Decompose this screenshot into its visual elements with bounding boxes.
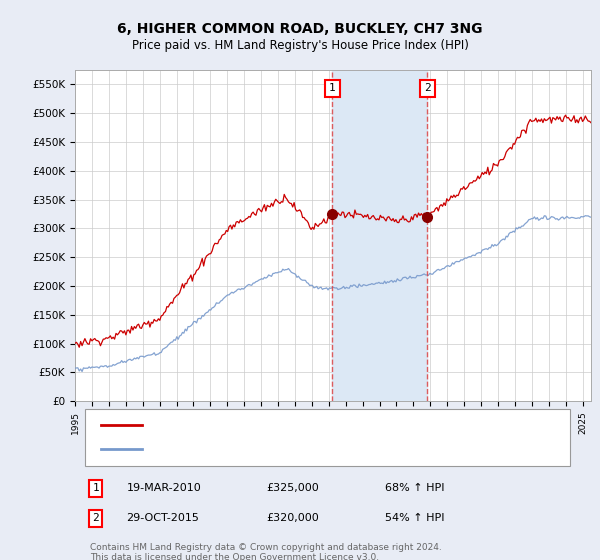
- Text: £320,000: £320,000: [266, 514, 319, 524]
- Text: 54% ↑ HPI: 54% ↑ HPI: [385, 514, 444, 524]
- Text: 6, HIGHER COMMON ROAD, BUCKLEY, CH7 3NG: 6, HIGHER COMMON ROAD, BUCKLEY, CH7 3NG: [117, 22, 483, 36]
- Text: 1: 1: [92, 483, 99, 493]
- Text: 6, HIGHER COMMON ROAD, BUCKLEY, CH7 3NG (detached house): 6, HIGHER COMMON ROAD, BUCKLEY, CH7 3NG …: [152, 421, 495, 430]
- FancyBboxPatch shape: [85, 409, 571, 466]
- Text: Price paid vs. HM Land Registry's House Price Index (HPI): Price paid vs. HM Land Registry's House …: [131, 39, 469, 52]
- Text: 68% ↑ HPI: 68% ↑ HPI: [385, 483, 444, 493]
- Text: 1: 1: [329, 83, 336, 94]
- Bar: [332, 70, 427, 401]
- Text: 29-OCT-2015: 29-OCT-2015: [127, 514, 199, 524]
- Text: HPI: Average price, detached house, Flintshire: HPI: Average price, detached house, Flin…: [152, 444, 394, 454]
- Text: 2: 2: [92, 514, 99, 524]
- Text: £325,000: £325,000: [266, 483, 319, 493]
- Text: Contains HM Land Registry data © Crown copyright and database right 2024.
This d: Contains HM Land Registry data © Crown c…: [91, 543, 442, 560]
- Text: 2: 2: [424, 83, 431, 94]
- Text: 19-MAR-2010: 19-MAR-2010: [127, 483, 202, 493]
